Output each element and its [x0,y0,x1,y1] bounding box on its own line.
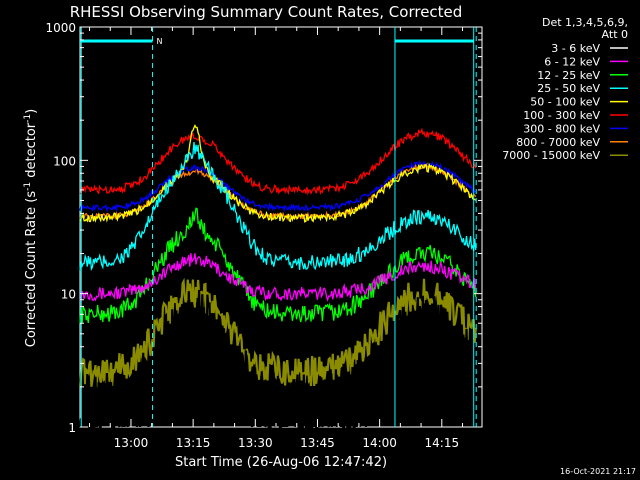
legend-header-line1: Det 1,3,4,5,6,9, [542,16,628,29]
legend-label-4: 50 - 100 keV [530,96,600,109]
x-tick-label-2: 13:30 [238,436,273,450]
legend-header-line2: Att 0 [602,28,628,41]
y-tick-label-0: 1 [68,421,76,435]
series-line-6 [79,159,477,213]
legend-label-8: 7000 - 15000 keV [502,149,600,162]
legend-label-0: 3 - 6 keV [551,42,600,55]
date-stamp: 16-Oct-2021 21:17 [560,467,636,476]
series-line-7 [79,162,477,221]
series-line-0 [78,289,477,429]
chart-title: RHESSI Observing Summary Count Rates, Co… [70,3,463,21]
plot-area: N 13:00 13:15 13:30 13:45 14:00 14:15 1101001… [45,21,483,450]
series-line-5 [79,127,477,196]
series-layer [78,124,477,429]
y-label-text-b: detector [24,122,39,182]
legend-label-2: 12 - 25 keV [537,69,600,82]
series-line-4 [79,124,477,223]
plot-frame [79,26,483,428]
x-axis-ticks: 13:00 13:15 13:30 13:45 14:00 14:15 [89,27,464,450]
series-line-1 [79,253,477,302]
legend-label-1: 6 - 12 keV [544,55,600,68]
y-label-sup-a: -1 [23,182,33,191]
x-tick-label-1: 13:15 [176,436,211,450]
x-tick-label-5: 14:15 [425,436,460,450]
y-tick-label-1: 10 [61,288,76,302]
y-label-text-a: Corrected Count Rate (s [24,191,39,348]
legend-label-5: 100 - 300 keV [523,109,600,122]
y-axis-ticks: 1 10 100 1000 [45,21,482,435]
y-tick-label-3: 1000 [45,21,76,35]
observing-bars: N [80,27,477,427]
series-line-8 [78,277,477,388]
x-tick-label-3: 13:45 [300,436,335,450]
y-label-sup-b: -1 [23,114,33,123]
night-flag-label: N [157,37,163,46]
y-tick-label-2: 100 [53,154,76,168]
x-tick-label-0: 13:00 [114,436,149,450]
x-axis-label: Start Time (26-Aug-06 12:47:42) [175,455,387,470]
y-axis-label: Corrected Count Rate (s-1 detector-1) [23,109,39,347]
legend-label-3: 25 - 50 keV [537,82,600,95]
series-line-3 [79,141,477,272]
x-tick-label-4: 14:00 [362,436,397,450]
legend-label-6: 300 - 800 keV [523,122,600,135]
legend-label-7: 800 - 7000 keV [516,136,600,149]
y-label-text-c: ) [24,109,39,114]
